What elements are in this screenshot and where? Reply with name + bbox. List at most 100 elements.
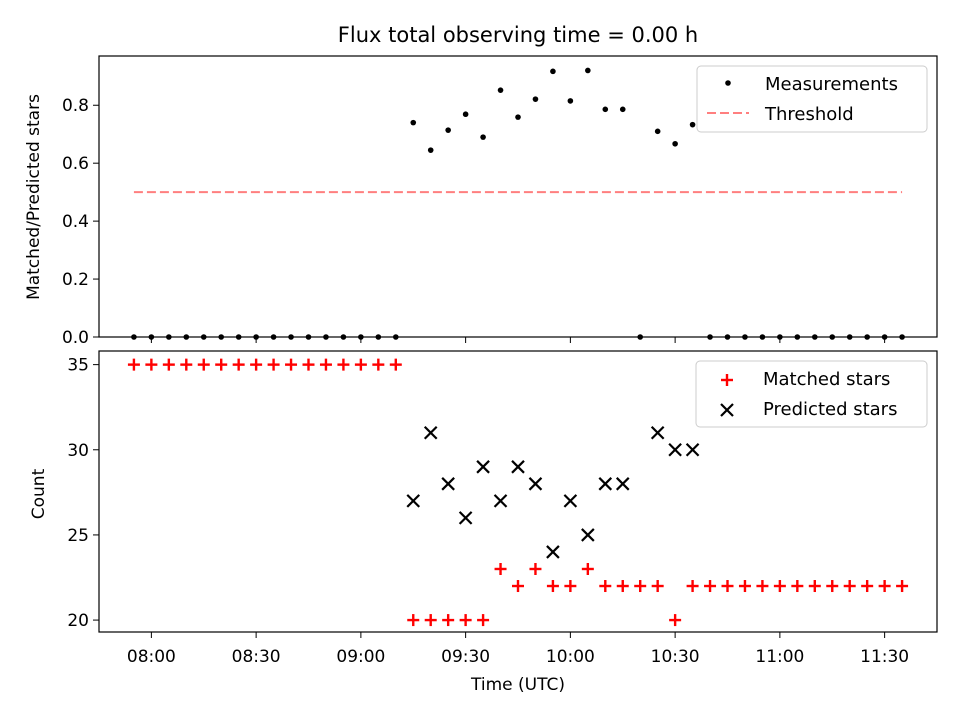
- measurement-point: [166, 334, 172, 340]
- measurement-point: [305, 334, 312, 340]
- matched-star-point: [721, 580, 734, 593]
- top-y-axis-label: Matched/Predicted stars: [24, 94, 44, 300]
- top-y-tick-label: 0.6: [62, 154, 89, 174]
- predicted-star-point: [563, 494, 578, 508]
- measurement-point: [235, 334, 242, 340]
- matched-star-point: [773, 580, 786, 593]
- bottom-x-tick-label: 08:00: [127, 647, 176, 667]
- matched-star-point: [197, 358, 210, 371]
- matched-star-point: [424, 614, 437, 627]
- predicted-star-point: [441, 477, 455, 491]
- measurement-point: [602, 106, 609, 113]
- measurement-point: [707, 334, 713, 340]
- bottom-y-tick-label: 20: [67, 611, 89, 631]
- measurement-point: [899, 334, 905, 340]
- top-x-ticks: [150, 337, 886, 343]
- legend-measurements-label: Measurements: [765, 74, 898, 95]
- legend-predicted-label: Predicted stars: [763, 399, 897, 420]
- top-legend: Measurements Threshold: [696, 65, 928, 133]
- predicted-star-point: [668, 442, 682, 457]
- measurement-point: [532, 96, 539, 102]
- matched-star-point: [756, 580, 769, 593]
- matched-star-point: [267, 358, 280, 371]
- matched-star-point: [826, 580, 839, 593]
- top-y-tick-label: 0.4: [62, 212, 89, 232]
- measurement-point: [270, 334, 277, 340]
- measurement-point: [200, 334, 207, 340]
- matched-star-point: [180, 358, 193, 371]
- matched-star-point: [599, 580, 612, 593]
- matched-star-point: [372, 358, 385, 371]
- top-plot-area: [98, 55, 938, 338]
- matched-star-point: [512, 580, 524, 593]
- matched-star-point: [337, 358, 350, 371]
- legend-matched-marker: [721, 374, 733, 386]
- bottom-y-tick-label: 30: [67, 441, 89, 461]
- measurement-point: [375, 334, 382, 340]
- measurement-point: [218, 334, 225, 340]
- bottom-panel: 20 25 30 35 08:00 08:30 09:00 09:30 10:00 10:30 1…: [29, 350, 938, 695]
- matched-star-point: [319, 358, 332, 371]
- matched-star-point: [127, 358, 140, 371]
- matched-star-point: [546, 580, 559, 593]
- matched-star-point: [302, 358, 315, 371]
- measurement-point: [567, 98, 574, 104]
- matched-star-point: [564, 580, 577, 593]
- measurement-point: [550, 68, 556, 75]
- matched-star-point: [354, 358, 367, 371]
- predicted-star-point: [598, 477, 613, 491]
- measurement-point: [724, 334, 731, 340]
- matched-star-point: [442, 614, 455, 627]
- predicted-star-point: [493, 494, 508, 508]
- top-y-tick-label: 0.0: [62, 328, 89, 348]
- matched-star-point: [162, 358, 175, 371]
- legend-threshold-label: Threshold: [764, 104, 854, 125]
- matched-star-point: [459, 614, 472, 627]
- matched-star-point: [843, 580, 856, 593]
- matched-star-point: [616, 580, 629, 593]
- measurement-point: [480, 134, 486, 140]
- measurement-point: [427, 147, 434, 153]
- predicted-star-point: [528, 477, 543, 491]
- measurement-point: [689, 121, 696, 128]
- matched-star-point: [861, 580, 874, 593]
- matched-star-point: [686, 580, 699, 593]
- measurement-point: [794, 334, 801, 340]
- top-series: [131, 67, 905, 340]
- measurement-point: [358, 334, 364, 340]
- measurement-point: [515, 114, 521, 120]
- matched-star-point: [808, 580, 821, 593]
- measurement-point: [585, 67, 591, 74]
- bottom-series: [127, 358, 909, 627]
- measurement-point: [410, 119, 417, 126]
- measurement-point: [654, 128, 661, 135]
- measurement-point: [811, 334, 818, 340]
- top-y-ticks: 0.0 0.2 0.4 0.6 0.8: [62, 96, 99, 348]
- matched-star-point: [634, 580, 647, 593]
- measurement-point: [183, 334, 190, 340]
- measurement-point: [864, 334, 870, 340]
- bottom-y-tick-label: 25: [67, 526, 89, 546]
- bottom-x-axis-label: Time (UTC): [470, 675, 565, 695]
- matched-star-point: [896, 580, 909, 593]
- bottom-y-axis-label: Count: [29, 468, 49, 519]
- measurement-point: [462, 111, 469, 118]
- measurement-point: [340, 334, 347, 340]
- measurement-point: [148, 334, 155, 340]
- matched-star-point: [791, 580, 804, 593]
- bottom-x-tick-label: 10:00: [546, 647, 595, 667]
- measurement-point: [742, 334, 748, 340]
- measurement-point: [881, 334, 888, 340]
- measurement-point: [759, 334, 766, 340]
- bottom-x-tick-label: 11:30: [860, 647, 909, 667]
- measurement-point: [829, 334, 836, 340]
- matched-star-point: [389, 358, 402, 371]
- predicted-star-point: [615, 477, 630, 491]
- matched-star-point: [738, 580, 751, 593]
- legend-predicted-marker: [720, 403, 734, 417]
- measurement-point: [497, 87, 504, 93]
- bottom-x-tick-label: 08:30: [232, 647, 281, 667]
- top-y-tick-label: 0.8: [62, 96, 89, 116]
- predicted-star-point: [650, 425, 665, 440]
- bottom-y-ticks: 20 25 30 35: [67, 356, 99, 631]
